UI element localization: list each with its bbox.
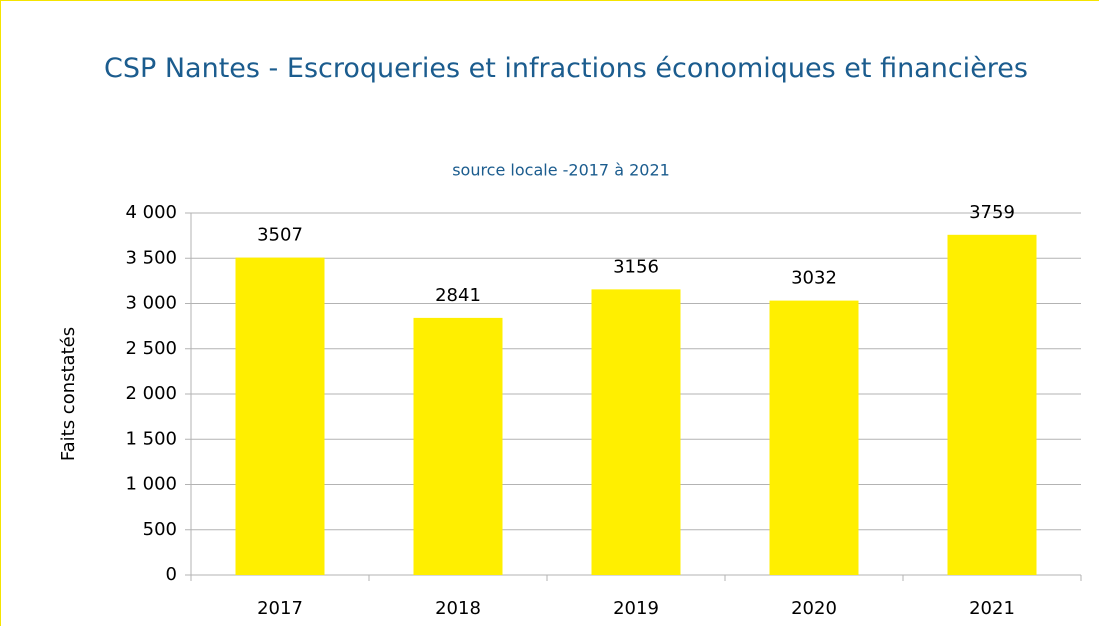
bar — [947, 234, 1037, 576]
bar — [235, 257, 325, 575]
y-tick-label: 0 — [166, 564, 177, 585]
y-tick-label: 2 500 — [125, 338, 177, 359]
data-label: 3507 — [257, 225, 303, 246]
x-tick-label: 2021 — [969, 598, 1015, 619]
y-tick-label: 500 — [143, 519, 177, 540]
bar — [413, 317, 503, 575]
chart-title: CSP Nantes - Escroqueries et infractions… — [104, 53, 1028, 84]
x-tick-label: 2019 — [613, 598, 659, 619]
y-tick-label: 1 500 — [125, 428, 177, 449]
y-tick-label: 3 000 — [125, 293, 177, 314]
chart-subtitle: source locale -2017 à 2021 — [452, 161, 670, 180]
x-tick-label: 2020 — [791, 598, 837, 619]
data-label: 3759 — [969, 202, 1015, 223]
data-label: 3156 — [613, 256, 659, 277]
data-label: 3032 — [791, 268, 837, 289]
y-axis-label: Faits constatés — [58, 327, 79, 461]
y-tick-label: 1 000 — [125, 474, 177, 495]
y-tick-label: 2 000 — [125, 383, 177, 404]
x-tick-label: 2018 — [435, 598, 481, 619]
bar — [769, 300, 859, 575]
bar — [591, 289, 681, 575]
y-tick-label: 4 000 — [125, 202, 177, 223]
y-tick-label: 3 500 — [125, 247, 177, 268]
data-label: 2841 — [435, 285, 481, 306]
x-tick-label: 2017 — [257, 598, 303, 619]
